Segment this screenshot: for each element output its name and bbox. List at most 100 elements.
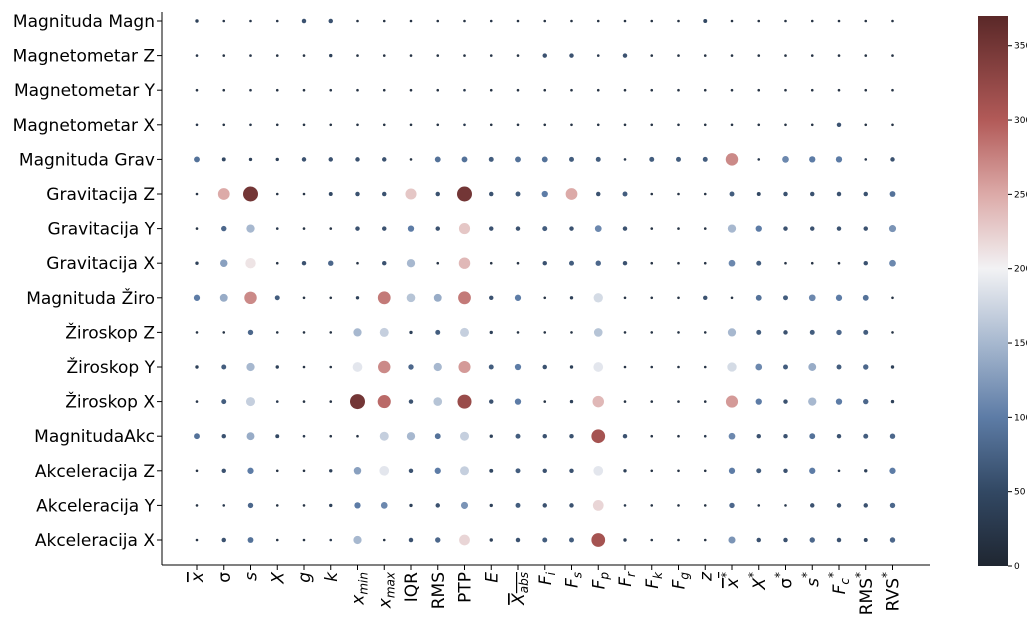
bubble — [808, 397, 817, 406]
bubble — [864, 158, 868, 161]
bubble — [193, 294, 201, 301]
bubble — [409, 54, 413, 57]
bubble — [489, 226, 494, 231]
bubble — [222, 331, 226, 334]
bubble — [757, 504, 761, 507]
bubble — [756, 433, 761, 439]
bubble — [810, 261, 814, 265]
y-tick-label: Magnituda Žiro — [26, 287, 155, 309]
bubble — [623, 365, 627, 369]
bubble — [891, 331, 894, 334]
x-tick-label-text: σ* — [773, 572, 797, 589]
bubble — [301, 157, 307, 162]
y-tick-label: Gravitacija X — [46, 254, 155, 274]
bubble — [247, 329, 254, 336]
bubble — [516, 19, 520, 23]
bubble — [222, 54, 226, 57]
bubble — [837, 19, 841, 23]
bubble — [514, 363, 522, 371]
bubble — [649, 156, 655, 162]
bubble — [622, 433, 628, 439]
x-tick-label-text: RMS* — [853, 572, 877, 615]
bubble — [730, 88, 734, 92]
bubble — [377, 395, 391, 409]
bubble — [784, 261, 787, 265]
bubble — [593, 465, 604, 476]
bubble — [489, 434, 493, 438]
bubble — [382, 226, 387, 231]
bubble — [515, 226, 521, 231]
x-tick-label-text: s* — [799, 572, 823, 587]
x-tick-label: x — [188, 571, 208, 583]
bubble — [275, 88, 279, 92]
bubble — [329, 400, 333, 403]
bubble — [515, 537, 521, 543]
bubble — [409, 503, 413, 508]
bubble — [810, 503, 815, 508]
bubble — [489, 468, 494, 473]
x-tick-label-text: Fi — [536, 571, 558, 585]
bubble — [382, 19, 386, 23]
bubble — [784, 123, 787, 127]
bubble — [302, 192, 306, 196]
x-tick-label-text: RMS — [429, 572, 449, 609]
bubble — [703, 123, 707, 127]
bubble — [543, 123, 547, 127]
x-tick-label-text: s — [242, 572, 262, 581]
bubble — [677, 504, 680, 507]
y-tick-label: Žiroskop Y — [67, 356, 156, 378]
bubble — [593, 362, 604, 372]
bubble — [889, 502, 896, 509]
y-tick-label: Gravitacija Y — [48, 220, 156, 240]
bubble — [244, 291, 257, 305]
bubble — [836, 537, 842, 543]
bubble — [783, 191, 788, 197]
bubble — [543, 88, 547, 92]
x-tick-label: σ — [215, 572, 235, 583]
bubble — [221, 537, 226, 543]
bubble — [757, 88, 761, 92]
bubble — [784, 54, 787, 57]
x-tick-label: k — [322, 571, 342, 582]
colorbar-tick-label: 200 — [1014, 265, 1027, 275]
bubble — [457, 186, 472, 202]
bubble — [889, 537, 896, 543]
bubble — [729, 502, 735, 509]
bubble — [457, 394, 472, 409]
bubble — [676, 156, 681, 162]
bubble — [275, 400, 279, 403]
bubble — [221, 157, 226, 162]
bubble — [782, 156, 789, 163]
bubble — [463, 123, 466, 127]
bubble — [436, 261, 440, 265]
bubble — [302, 538, 306, 542]
bubble — [570, 123, 573, 127]
bubble — [301, 18, 307, 24]
y-tick-label: Akceleracija Z — [35, 462, 155, 482]
bubble — [727, 328, 737, 337]
bubble — [863, 503, 868, 508]
bubble — [302, 434, 306, 438]
bubble — [409, 123, 413, 127]
x-tick-label: g — [295, 572, 315, 583]
bubble — [863, 398, 869, 405]
bubble — [514, 294, 522, 301]
bubble — [515, 433, 521, 439]
bubble — [382, 54, 386, 57]
x-tick-label: Xabs — [509, 572, 531, 606]
bubble — [569, 468, 574, 474]
bubble — [515, 156, 521, 163]
bubble — [727, 362, 737, 372]
bubble — [891, 19, 894, 23]
x-tick-label: Fs — [563, 572, 585, 588]
bubble — [458, 291, 471, 305]
bubble — [677, 469, 680, 473]
bubble — [677, 54, 680, 57]
bubble — [221, 364, 227, 370]
colorbar-tick-label: 300 — [1014, 116, 1027, 126]
bubble — [222, 19, 226, 23]
bubble — [329, 538, 333, 542]
bubble — [565, 188, 578, 200]
bubble — [405, 188, 417, 200]
bubble — [755, 294, 762, 301]
